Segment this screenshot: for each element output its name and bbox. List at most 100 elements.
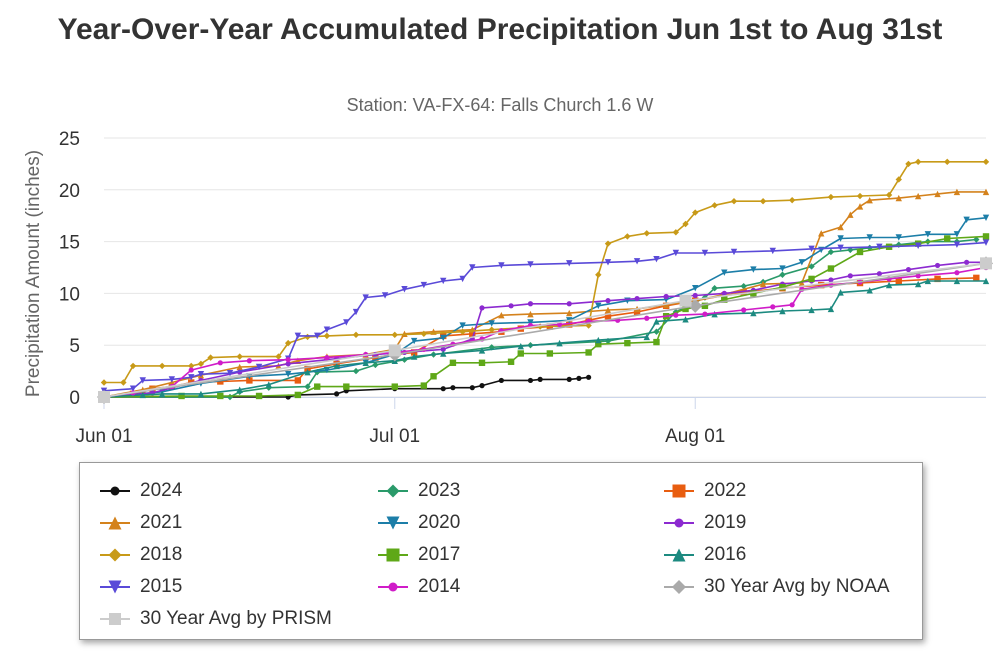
- data-point: [721, 269, 728, 276]
- data-point: [352, 367, 360, 375]
- data-point: [953, 241, 961, 248]
- series-30-year-avg-by-prism[interactable]: [98, 257, 992, 403]
- data-point: [440, 334, 447, 342]
- data-point: [498, 262, 505, 269]
- data-point: [217, 360, 223, 366]
- data-point: [828, 277, 834, 283]
- legend-item[interactable]: 30 Year Avg by NOAA: [662, 575, 890, 599]
- data-point: [479, 383, 485, 389]
- data-point: [420, 281, 428, 289]
- data-point: [304, 333, 311, 341]
- legend-label: 2024: [140, 480, 183, 501]
- data-point: [459, 322, 466, 329]
- data-point: [449, 359, 457, 367]
- series-2018[interactable]: [100, 158, 990, 386]
- axes: 0 5 10 15 20 25 Jun 01 Jul 01 Aug 01 Precipitatio…: [23, 129, 986, 447]
- data-point: [895, 241, 902, 248]
- data-point: [866, 287, 873, 294]
- data-point: [721, 296, 728, 303]
- data-point: [120, 379, 127, 386]
- grid-lines: [104, 137, 986, 398]
- data-point: [188, 367, 194, 373]
- y-tick-label: 5: [69, 336, 80, 357]
- data-point: [688, 298, 703, 313]
- legend-item[interactable]: 2014: [376, 575, 460, 599]
- data-point: [255, 392, 263, 400]
- data-point: [837, 223, 844, 231]
- data-point: [982, 239, 990, 246]
- legend-item[interactable]: 2022: [662, 479, 746, 503]
- y-tick-label: 15: [59, 233, 80, 254]
- data-point: [488, 326, 495, 333]
- legend-symbol: [378, 484, 408, 498]
- data-point: [644, 315, 650, 321]
- legend-item[interactable]: 2015: [98, 575, 182, 599]
- data-point: [643, 230, 650, 237]
- legend-symbol: [664, 518, 694, 528]
- data-point: [740, 282, 747, 290]
- data-point: [895, 277, 902, 285]
- data-point: [246, 358, 252, 364]
- series-line: [103, 217, 987, 398]
- legend-item[interactable]: 2017: [376, 543, 460, 567]
- data-point: [139, 391, 146, 399]
- data-point: [895, 176, 902, 183]
- data-point: [702, 311, 708, 317]
- legend-item[interactable]: 2024: [98, 479, 182, 503]
- data-point: [856, 192, 864, 200]
- data-point: [847, 246, 854, 254]
- series-line: [103, 191, 986, 398]
- legend-item[interactable]: 30 Year Avg by PRISM: [98, 607, 332, 631]
- data-point: [982, 188, 990, 196]
- data-point: [188, 362, 195, 370]
- series-2015[interactable]: [100, 239, 990, 394]
- data-point: [701, 302, 709, 310]
- series-2014[interactable]: [101, 264, 989, 400]
- legend-item[interactable]: 2018: [98, 543, 182, 567]
- data-point: [314, 332, 321, 340]
- data-point: [255, 363, 263, 371]
- data-point: [653, 256, 660, 263]
- data-point: [479, 305, 485, 311]
- data-point: [566, 309, 573, 317]
- data-point: [827, 265, 835, 272]
- data-point: [711, 285, 718, 292]
- data-point: [527, 319, 534, 326]
- data-point: [197, 390, 205, 398]
- series-2016[interactable]: [100, 277, 990, 401]
- data-point: [973, 236, 980, 243]
- data-point: [692, 292, 698, 299]
- data-point: [537, 376, 543, 382]
- data-point: [430, 373, 437, 380]
- data-point: [275, 353, 282, 360]
- series-2021[interactable]: [100, 188, 990, 401]
- data-point: [982, 158, 990, 166]
- legend-item[interactable]: 2023: [376, 479, 460, 503]
- data-point: [914, 192, 922, 200]
- data-point: [333, 362, 340, 370]
- data-point: [624, 233, 631, 240]
- data-point: [410, 353, 418, 360]
- legend-label: 2019: [704, 512, 747, 533]
- data-point: [982, 277, 990, 285]
- data-point: [818, 281, 825, 289]
- data-point: [953, 231, 961, 238]
- data-point: [323, 326, 331, 333]
- data-point: [284, 339, 292, 347]
- legend-item[interactable]: 2020: [376, 511, 460, 535]
- legend-symbol: [100, 486, 130, 496]
- data-point: [876, 243, 883, 250]
- legend-item[interactable]: 2019: [662, 511, 746, 535]
- data-point: [285, 361, 291, 367]
- legend-item[interactable]: 2021: [98, 511, 182, 535]
- data-point: [129, 362, 137, 370]
- data-point: [750, 309, 757, 317]
- data-point: [914, 158, 922, 166]
- legend-item[interactable]: 2016: [662, 543, 746, 567]
- legend-label: 30 Year Avg by NOAA: [704, 576, 890, 597]
- series-2017[interactable]: [100, 233, 990, 401]
- data-point: [440, 386, 446, 392]
- data-point: [604, 240, 612, 247]
- data-point: [420, 330, 428, 338]
- data-point: [294, 332, 302, 340]
